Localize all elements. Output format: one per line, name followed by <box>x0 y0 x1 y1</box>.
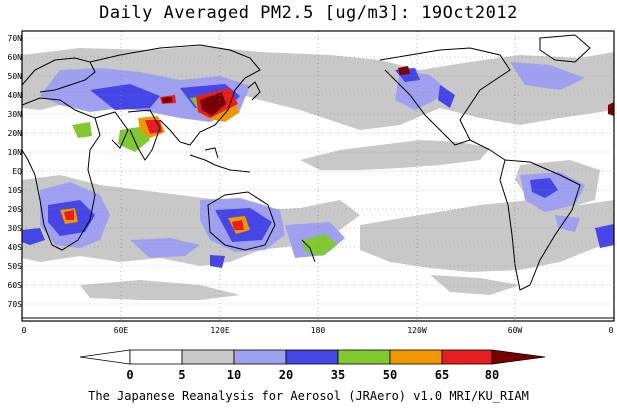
pm-darkred-areas <box>162 66 614 116</box>
colorbar-label: 10 <box>226 368 242 382</box>
lon-label: 120E <box>210 326 230 335</box>
lat-label: 20S <box>7 205 22 214</box>
footer-credit: The Japanese Reanalysis for Aerosol (JRA… <box>88 389 529 403</box>
colorbar <box>79 349 546 365</box>
lon-label: 0 <box>608 326 614 335</box>
lon-label: 0 <box>21 326 27 335</box>
coastlines <box>22 34 614 319</box>
lat-label: 70S <box>7 300 22 309</box>
lat-label: 40S <box>7 243 22 252</box>
lon-label: 120W <box>407 326 427 335</box>
lon-label: 60W <box>507 326 523 335</box>
colorbar-label: 35 <box>330 368 346 382</box>
lat-label: 50S <box>7 262 22 271</box>
colorbar-label: 80 <box>484 368 500 382</box>
colorbar-label: 0 <box>126 368 134 382</box>
colorbar-label: 20 <box>278 368 294 382</box>
graticule <box>22 31 614 321</box>
lat-label: 10N <box>7 148 22 157</box>
lon-label: 180 <box>310 326 326 335</box>
lon-label: 60E <box>113 326 129 335</box>
colorbar-label: 50 <box>382 368 398 382</box>
lat-label: 70N <box>7 34 22 43</box>
colorbar-label: 65 <box>434 368 450 382</box>
lat-label: 30N <box>7 110 22 119</box>
lat-label: 60N <box>7 53 22 62</box>
map-title: Daily Averaged PM2.5 [ug/m3]: 19Oct2012 <box>99 3 518 23</box>
lat-label: 10S <box>7 186 22 195</box>
colorbar-label: 5 <box>178 368 186 382</box>
map-frame <box>21 30 615 322</box>
lat-label: 40N <box>7 91 22 100</box>
lat-label: 20N <box>7 129 22 138</box>
lat-label: 30S <box>7 224 22 233</box>
lat-label: EQ <box>12 167 22 176</box>
lat-label: 60S <box>7 281 22 290</box>
lat-label: 50N <box>7 72 22 81</box>
